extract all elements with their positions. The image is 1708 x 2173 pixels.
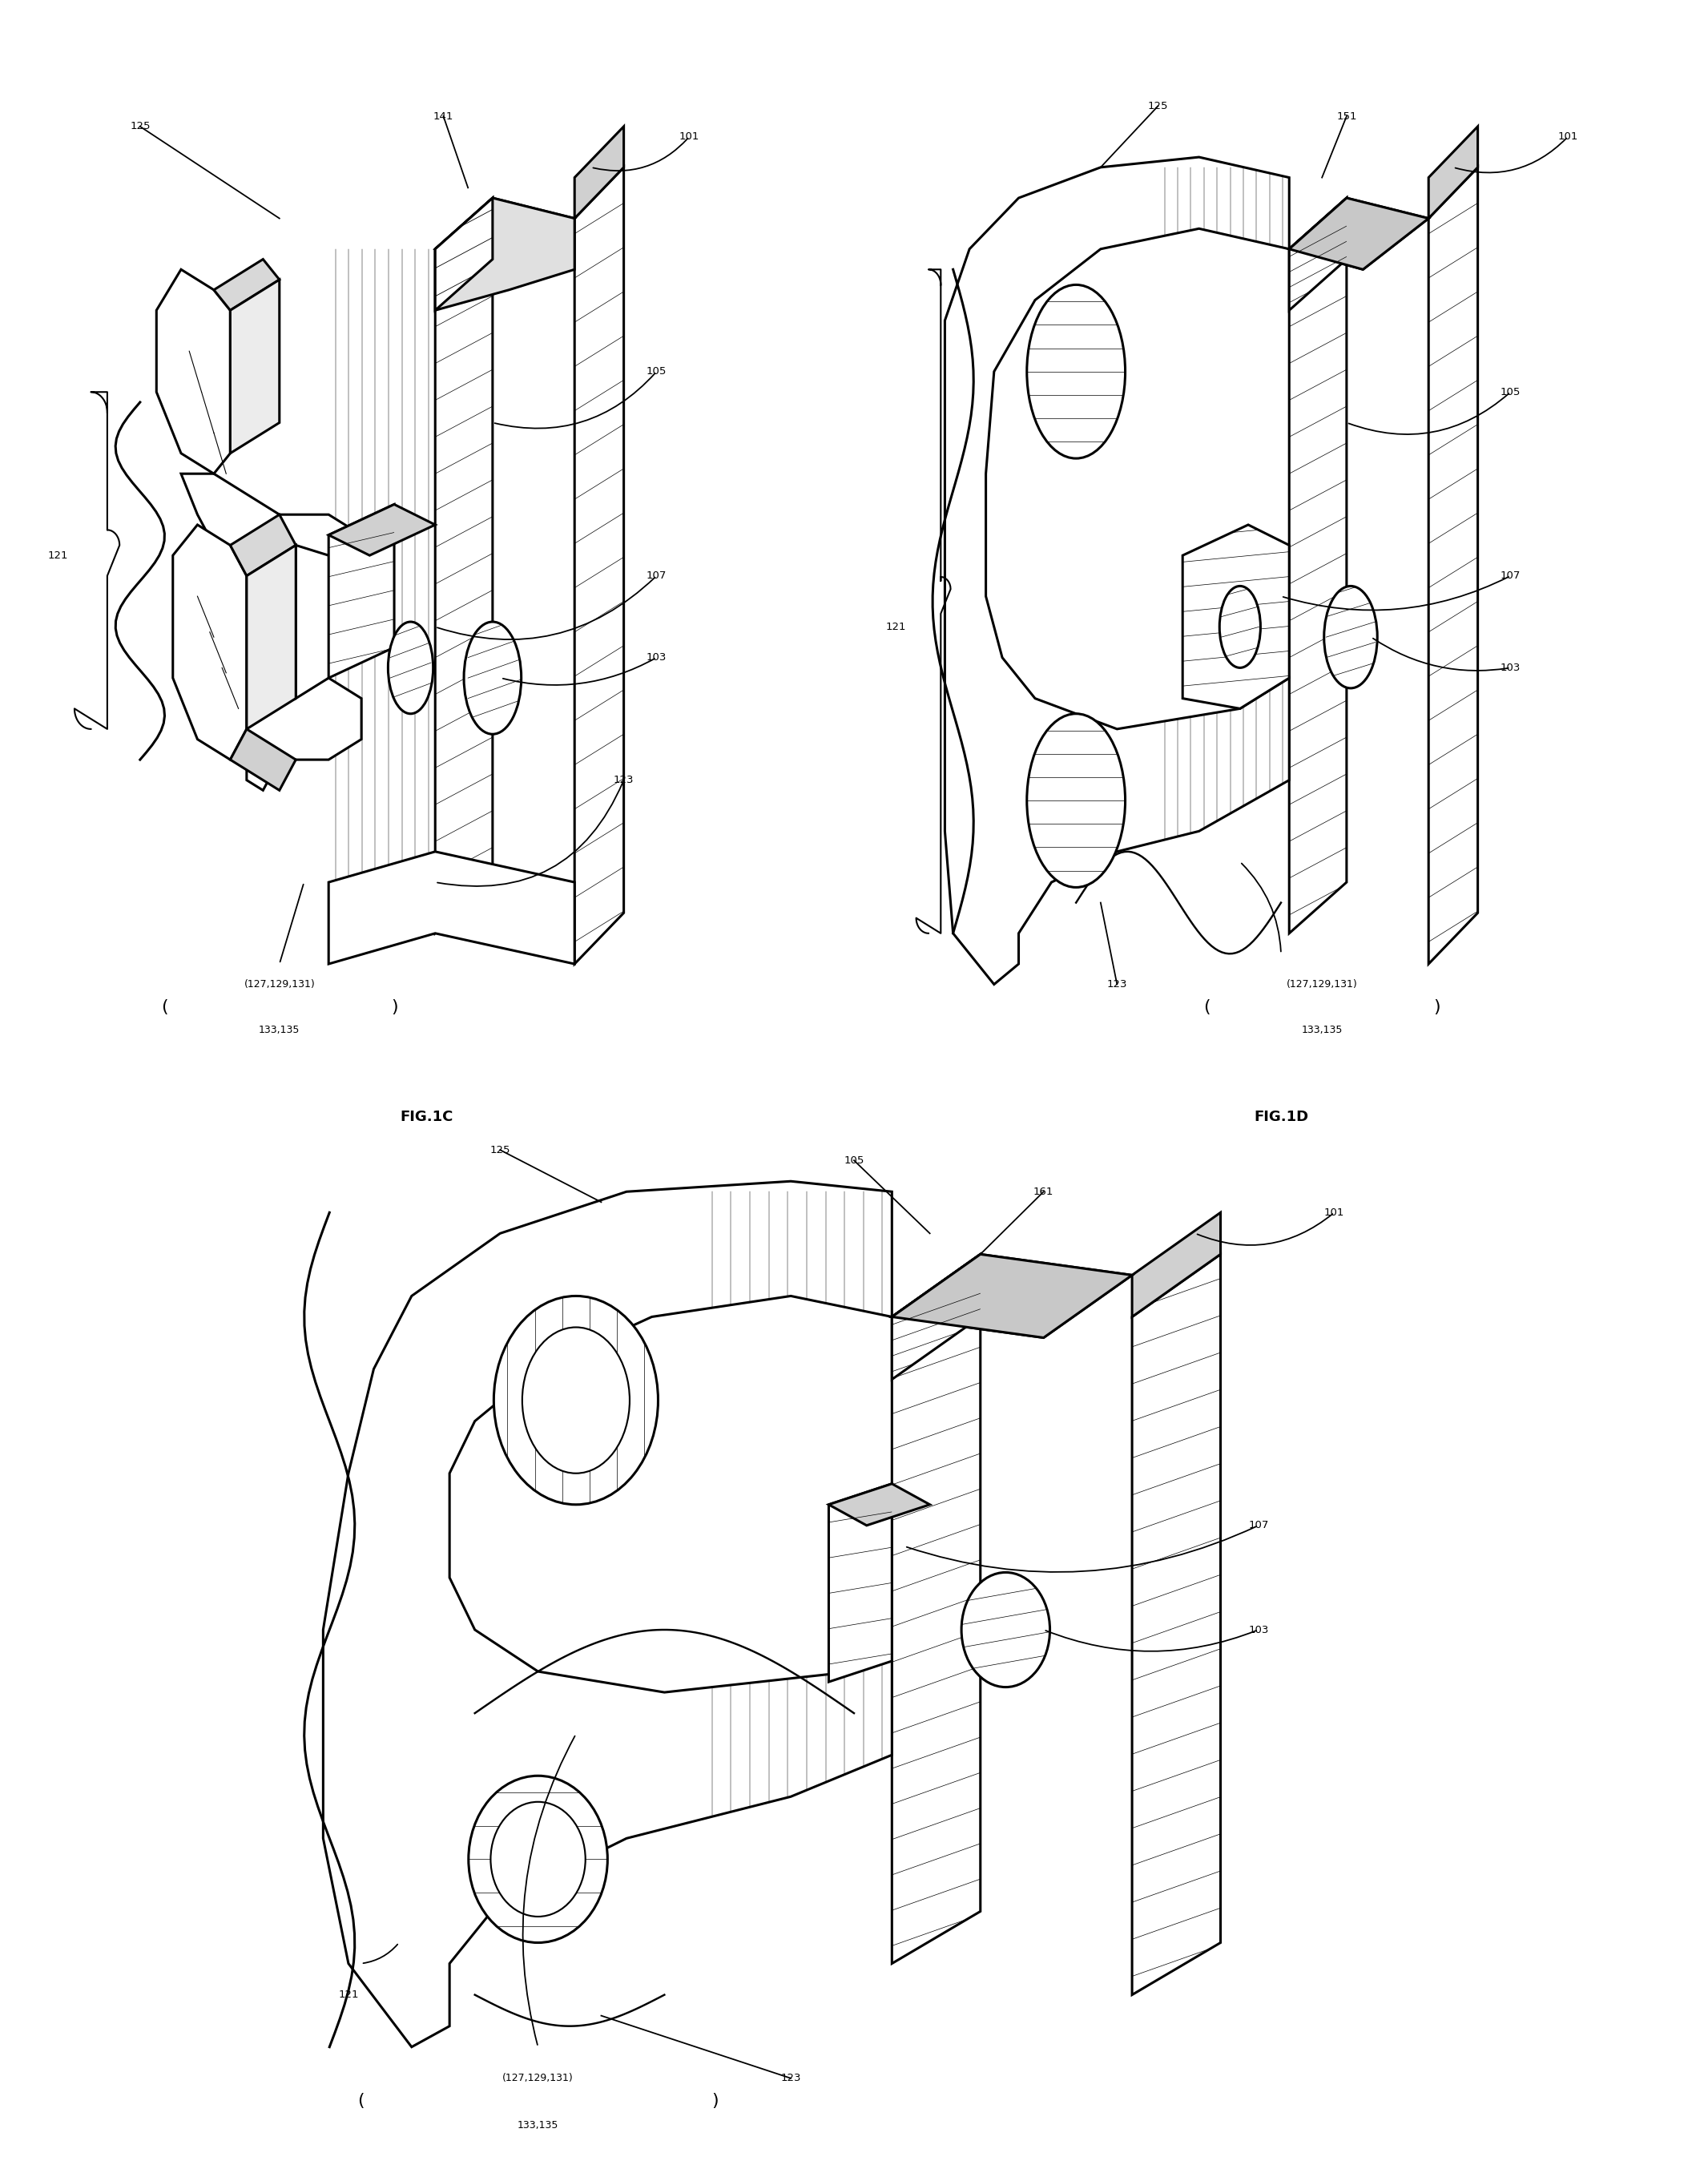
Text: 101: 101 <box>1558 133 1578 141</box>
Text: 123: 123 <box>1107 980 1127 989</box>
Text: 133,135: 133,135 <box>260 1026 301 1037</box>
Text: 121: 121 <box>885 621 905 632</box>
Polygon shape <box>214 259 280 311</box>
Text: 103: 103 <box>646 652 666 663</box>
Polygon shape <box>328 504 395 678</box>
Text: 133,135: 133,135 <box>1301 1026 1342 1037</box>
Text: 125: 125 <box>130 122 150 133</box>
Text: ): ) <box>391 1000 398 1015</box>
Ellipse shape <box>962 1573 1050 1686</box>
Polygon shape <box>892 1254 980 1380</box>
Polygon shape <box>574 167 623 965</box>
Text: 121: 121 <box>338 1990 359 1999</box>
Text: 161: 161 <box>1033 1186 1054 1197</box>
Polygon shape <box>892 1254 980 1964</box>
Text: 121: 121 <box>48 550 68 561</box>
Polygon shape <box>436 198 574 311</box>
Text: 101: 101 <box>680 133 700 141</box>
Text: 105: 105 <box>844 1156 864 1165</box>
Polygon shape <box>181 474 362 791</box>
Text: 107: 107 <box>1249 1521 1269 1530</box>
Ellipse shape <box>1220 587 1261 667</box>
Polygon shape <box>328 852 574 965</box>
Text: 103: 103 <box>1249 1625 1269 1634</box>
Text: FIG.1D: FIG.1D <box>1254 1110 1308 1123</box>
Ellipse shape <box>1324 587 1377 689</box>
Polygon shape <box>246 545 295 730</box>
Ellipse shape <box>494 1295 658 1504</box>
Text: 125: 125 <box>1148 100 1168 111</box>
Text: 105: 105 <box>1500 387 1520 398</box>
Text: (: ( <box>1204 1000 1211 1015</box>
Text: (127,129,131): (127,129,131) <box>244 980 314 989</box>
Polygon shape <box>436 198 492 934</box>
Polygon shape <box>1290 198 1428 269</box>
Text: ): ) <box>1433 1000 1440 1015</box>
Polygon shape <box>1428 126 1477 219</box>
Polygon shape <box>173 524 246 761</box>
Text: ): ) <box>712 2093 719 2110</box>
Text: (127,129,131): (127,129,131) <box>502 2073 574 2084</box>
Polygon shape <box>436 198 492 311</box>
Polygon shape <box>574 126 623 219</box>
Polygon shape <box>323 1182 892 2047</box>
Text: (: ( <box>357 2093 364 2110</box>
Polygon shape <box>1132 1213 1221 1317</box>
Text: (127,129,131): (127,129,131) <box>1286 980 1358 989</box>
Polygon shape <box>828 1484 892 1682</box>
Text: (: ( <box>161 1000 167 1015</box>
Ellipse shape <box>490 1801 586 1917</box>
Ellipse shape <box>1027 713 1126 887</box>
Polygon shape <box>231 515 295 576</box>
Polygon shape <box>328 504 436 556</box>
Text: 101: 101 <box>1324 1208 1344 1217</box>
Polygon shape <box>892 1254 1132 1339</box>
Polygon shape <box>1132 1254 1221 1995</box>
Text: 133,135: 133,135 <box>518 2121 559 2130</box>
Text: 141: 141 <box>434 111 454 122</box>
Text: 123: 123 <box>781 2073 801 2084</box>
Text: 125: 125 <box>490 1145 511 1156</box>
Polygon shape <box>1290 198 1428 269</box>
Text: 123: 123 <box>613 776 634 784</box>
Text: 107: 107 <box>1500 571 1520 580</box>
Ellipse shape <box>523 1328 630 1473</box>
Ellipse shape <box>465 621 521 734</box>
Polygon shape <box>945 156 1290 984</box>
Polygon shape <box>231 280 280 454</box>
Polygon shape <box>828 1484 929 1525</box>
Ellipse shape <box>388 621 434 713</box>
Polygon shape <box>1428 167 1477 965</box>
Text: 105: 105 <box>646 367 666 376</box>
Polygon shape <box>1290 198 1346 311</box>
Polygon shape <box>1182 524 1290 708</box>
Text: 151: 151 <box>1336 111 1356 122</box>
Polygon shape <box>436 198 574 269</box>
Text: 103: 103 <box>1500 663 1520 674</box>
Polygon shape <box>892 1254 1132 1339</box>
Polygon shape <box>1290 198 1346 934</box>
Ellipse shape <box>1027 285 1126 459</box>
Text: 107: 107 <box>646 571 666 580</box>
Ellipse shape <box>468 1775 608 1943</box>
Text: FIG.1C: FIG.1C <box>400 1110 454 1123</box>
Polygon shape <box>157 269 231 474</box>
Polygon shape <box>231 730 295 791</box>
